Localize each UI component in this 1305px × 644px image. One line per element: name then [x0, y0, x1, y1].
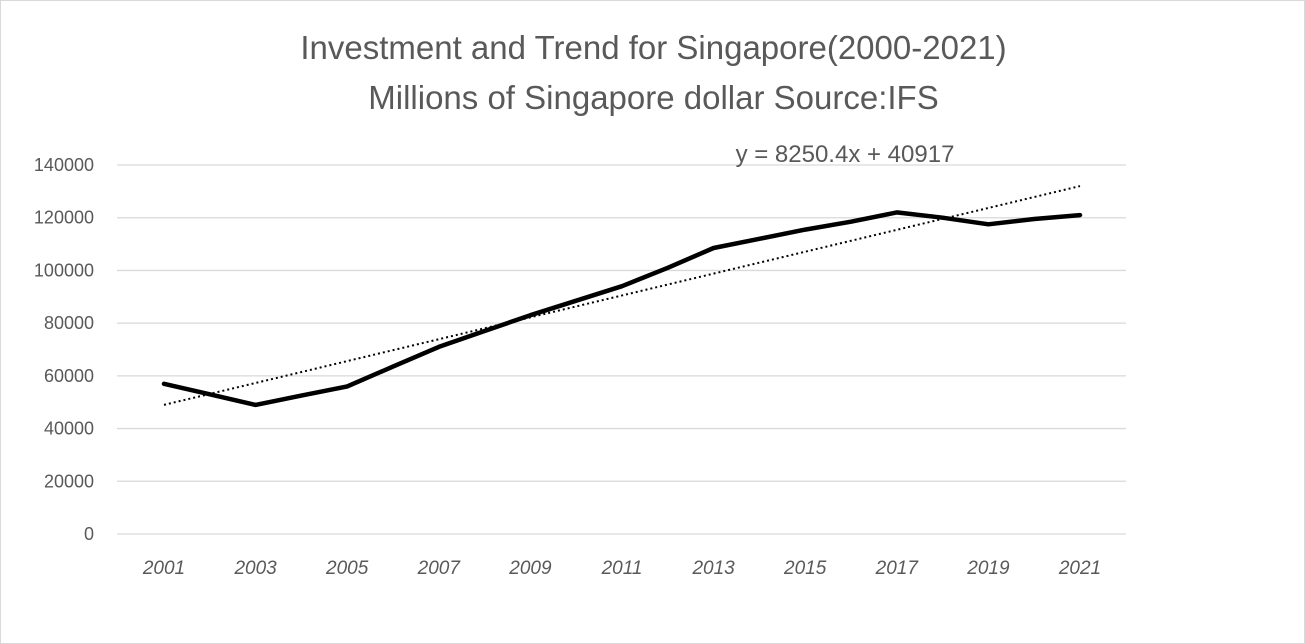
x-tick-label-2013: 2013 [691, 558, 735, 579]
x-tick-label-2019: 2019 [966, 558, 1010, 579]
chart-title-block: Investment and Trend for Singapore(2000-… [1, 23, 1305, 123]
y-tick-label-100000: 100000 [34, 260, 94, 280]
x-tick-label-2009: 2009 [508, 558, 552, 579]
y-tick-label-80000: 80000 [44, 313, 94, 333]
y-tick-label-20000: 20000 [44, 471, 94, 491]
x-tick-label-2005: 2005 [325, 558, 369, 579]
y-tick-label-40000: 40000 [44, 419, 94, 439]
trendline-group [163, 185, 1081, 406]
series-group [161, 210, 1083, 408]
x-tick-label-2021: 2021 [1058, 558, 1101, 579]
x-tick-label-2001: 2001 [142, 558, 185, 579]
y-tick-label-0: 0 [84, 524, 94, 544]
trendline-equation-label: y = 8250.4x + 40917 [736, 141, 955, 168]
y-tick-label-140000: 140000 [34, 155, 94, 175]
x-axis-ticks: 2001 2003 2005 2007 2009 2011 2013 2015 2017 2019… [142, 558, 1101, 579]
chart-title: Investment and Trend for Singapore(2000-… [300, 29, 1007, 66]
trendline [163, 185, 1081, 406]
grid-lines [117, 164, 1126, 535]
x-tick-label-2015: 2015 [783, 558, 827, 579]
chart-subtitle: Millions of Singapore dollar Source:IFS [368, 79, 939, 116]
series-line-0 [161, 210, 1083, 408]
x-tick-label-2007: 2007 [417, 558, 462, 579]
y-axis-ticks: 0 20000 40000 60000 80000 100000 120000 140000 [34, 155, 94, 544]
x-tick-label-2011: 2011 [601, 558, 643, 579]
y-tick-label-60000: 60000 [44, 366, 94, 386]
y-tick-label-120000: 120000 [34, 208, 94, 228]
x-tick-label-2003: 2003 [233, 558, 277, 579]
x-tick-label-2017: 2017 [875, 558, 920, 579]
